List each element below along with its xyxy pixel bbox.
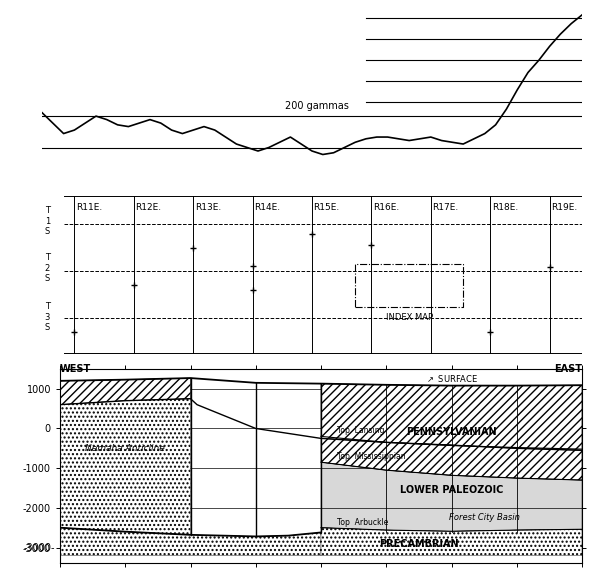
Polygon shape [321,438,582,480]
Text: R14E.: R14E. [254,202,280,212]
Polygon shape [321,462,582,531]
Text: EAST: EAST [554,364,582,374]
Text: Top  Lansing: Top Lansing [337,426,385,435]
Text: T
1
S: T 1 S [45,206,50,236]
Text: T
2
S: T 2 S [45,253,50,283]
Polygon shape [60,399,191,535]
Text: R17E.: R17E. [433,202,458,212]
Polygon shape [321,528,582,555]
Text: $\nearrow$ SURFACE: $\nearrow$ SURFACE [425,374,479,384]
Text: R16E.: R16E. [373,202,399,212]
Text: PRECAMBRIAN: PRECAMBRIAN [379,539,458,549]
Text: Forest City Basin: Forest City Basin [449,513,520,522]
Text: Nemaha Anticline: Nemaha Anticline [85,444,165,453]
Text: Top  Mississippian: Top Mississippian [337,452,406,462]
Text: PENNSYLVANIAN: PENNSYLVANIAN [406,427,497,436]
Text: INDEX MAP: INDEX MAP [386,313,433,321]
Text: R11E.: R11E. [76,202,102,212]
Text: R12E.: R12E. [136,202,161,212]
Text: WEST: WEST [60,364,91,374]
Polygon shape [60,378,191,404]
Text: LOWER PALEOZOIC: LOWER PALEOZOIC [400,485,503,495]
Text: Top  Arbuckle: Top Arbuckle [337,518,389,526]
Text: -3000-: -3000- [23,543,55,553]
Text: R18E.: R18E. [492,202,518,212]
Text: 200 gammas: 200 gammas [285,101,349,111]
Polygon shape [60,528,321,555]
Polygon shape [321,384,582,450]
Text: T
3
S: T 3 S [45,302,50,332]
Text: R19E.: R19E. [551,202,577,212]
Text: R13E.: R13E. [195,202,221,212]
Text: R15E.: R15E. [314,202,340,212]
